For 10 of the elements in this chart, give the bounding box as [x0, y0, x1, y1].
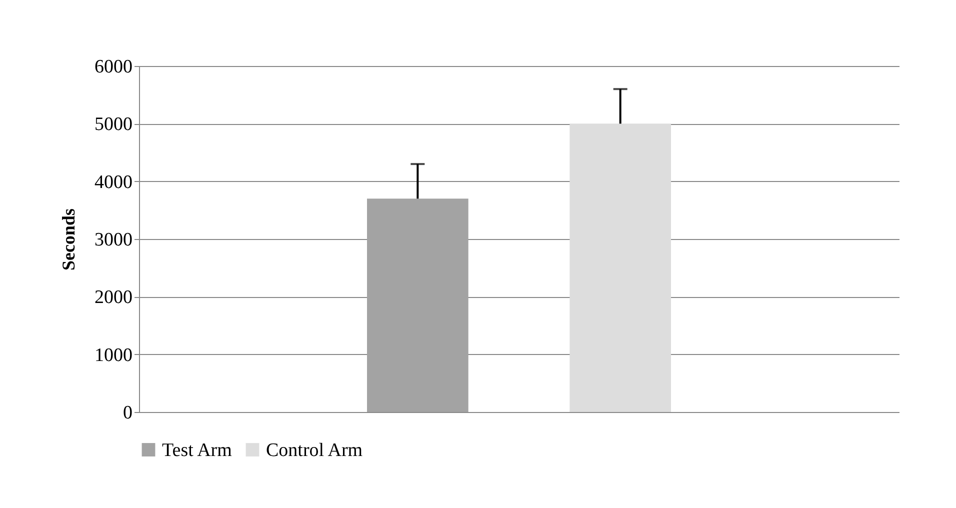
y-axis-title: Seconds [58, 208, 78, 271]
y-tick-label: 3000 [94, 230, 132, 250]
y-tick-label: 5000 [94, 114, 132, 136]
y-tick-label: 4000 [94, 172, 132, 193]
y-tick-label: 1000 [94, 344, 132, 366]
y-tick-label: 0 [123, 402, 132, 424]
y-tick-label: 2000 [94, 287, 132, 308]
y-tick-label: 6000 [94, 56, 132, 78]
legend-label: Test Arm [162, 440, 232, 461]
legend-label: Control Arm [266, 440, 363, 461]
